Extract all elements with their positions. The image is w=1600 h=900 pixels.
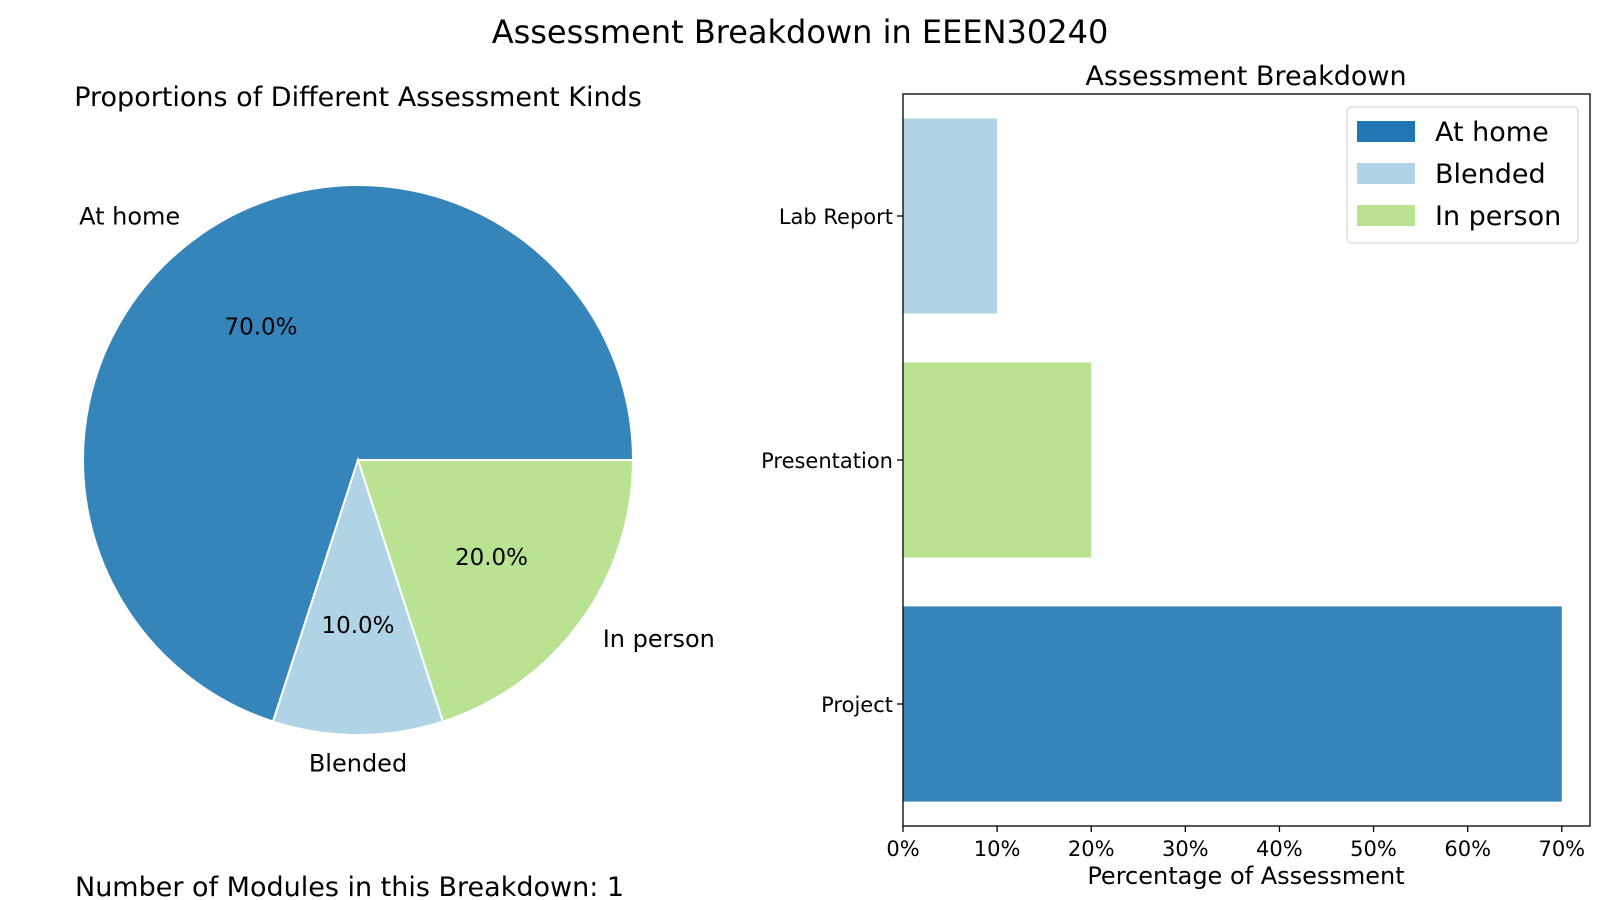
legend: At home Blended In person xyxy=(1346,106,1579,244)
pie-pct-label-blended: 10.0% xyxy=(321,613,394,639)
pie-pct-label-at-home: 70.0% xyxy=(224,315,297,341)
legend-swatch-blended xyxy=(1357,163,1415,184)
pie-chart: Proportions of Different Assessment Kind… xyxy=(74,82,715,778)
bar-project xyxy=(903,606,1562,802)
pie-slice-blended xyxy=(271,456,445,736)
bar-lab-report xyxy=(903,118,998,314)
modules-count-footer: Number of Modules in this Breakdown: 1 xyxy=(75,872,624,900)
bar-chart: Assessment Breakdown Lab Report Presentat… xyxy=(761,61,1591,890)
y-tick-label-project: Project xyxy=(821,693,893,717)
y-ticks: Lab Report Presentation Project xyxy=(761,205,903,717)
bars xyxy=(903,118,1562,802)
bar-presentation xyxy=(903,362,1092,558)
pie-slices xyxy=(82,184,635,736)
legend-swatch-in-person xyxy=(1357,205,1415,226)
x-tick-label-60: 60% xyxy=(1444,837,1491,861)
pie-pct-label-in-person: 20.0% xyxy=(455,545,528,571)
pie-slice-in-person xyxy=(356,459,635,723)
x-tick-label-10: 10% xyxy=(974,837,1021,861)
legend-label-blended: Blended xyxy=(1435,159,1546,190)
pie-category-label-at-home: At home xyxy=(79,202,180,230)
figure-title: Assessment Breakdown in EEEN30240 xyxy=(492,13,1109,51)
pie-slice-at-home xyxy=(82,184,635,723)
x-tick-label-20: 20% xyxy=(1068,837,1115,861)
x-axis-label: Percentage of Assessment xyxy=(1087,862,1404,890)
pie-category-label-blended: Blended xyxy=(309,750,407,778)
pie-labels: 70.0% At home 10.0% Blended 20.0% In person xyxy=(79,202,715,777)
x-tick-label-30: 30% xyxy=(1162,837,1209,861)
x-tick-label-70: 70% xyxy=(1538,837,1585,861)
legend-label-in-person: In person xyxy=(1435,201,1561,232)
pie-title: Proportions of Different Assessment Kind… xyxy=(74,82,642,113)
y-tick-label-presentation: Presentation xyxy=(761,449,893,473)
y-tick-label-lab-report: Lab Report xyxy=(779,205,893,229)
x-tick-label-40: 40% xyxy=(1256,837,1303,861)
legend-label-at-home: At home xyxy=(1435,117,1549,148)
legend-swatch-at-home xyxy=(1357,121,1415,142)
bar-title: Assessment Breakdown xyxy=(1085,61,1406,92)
x-ticks: 0% 10% 20% 30% 40% 50% 60% 70% xyxy=(886,826,1585,861)
x-tick-label-50: 50% xyxy=(1350,837,1397,861)
pie-category-label-in-person: In person xyxy=(603,625,715,653)
x-tick-label-0: 0% xyxy=(886,837,919,861)
